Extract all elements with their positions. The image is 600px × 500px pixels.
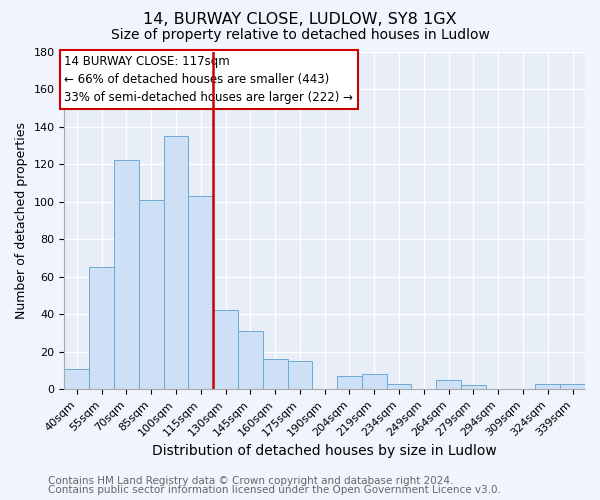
Bar: [287, 361, 313, 389]
Bar: [64, 368, 89, 389]
Text: 14 BURWAY CLOSE: 117sqm
← 66% of detached houses are smaller (443)
33% of semi-d: 14 BURWAY CLOSE: 117sqm ← 66% of detache…: [64, 55, 353, 104]
Bar: [362, 374, 386, 389]
Bar: [386, 384, 412, 389]
Y-axis label: Number of detached properties: Number of detached properties: [15, 122, 28, 319]
Bar: [436, 380, 461, 389]
Bar: [213, 310, 238, 389]
Text: Contains public sector information licensed under the Open Government Licence v3: Contains public sector information licen…: [48, 485, 501, 495]
Bar: [188, 196, 213, 389]
Bar: [263, 359, 287, 389]
Bar: [560, 384, 585, 389]
Bar: [535, 384, 560, 389]
Text: Contains HM Land Registry data © Crown copyright and database right 2024.: Contains HM Land Registry data © Crown c…: [48, 476, 454, 486]
Bar: [164, 136, 188, 389]
X-axis label: Distribution of detached houses by size in Ludlow: Distribution of detached houses by size …: [152, 444, 497, 458]
Bar: [89, 268, 114, 389]
Bar: [461, 386, 486, 389]
Text: 14, BURWAY CLOSE, LUDLOW, SY8 1GX: 14, BURWAY CLOSE, LUDLOW, SY8 1GX: [143, 12, 457, 28]
Text: Size of property relative to detached houses in Ludlow: Size of property relative to detached ho…: [110, 28, 490, 42]
Bar: [139, 200, 164, 389]
Bar: [114, 160, 139, 389]
Bar: [337, 376, 362, 389]
Bar: [238, 331, 263, 389]
